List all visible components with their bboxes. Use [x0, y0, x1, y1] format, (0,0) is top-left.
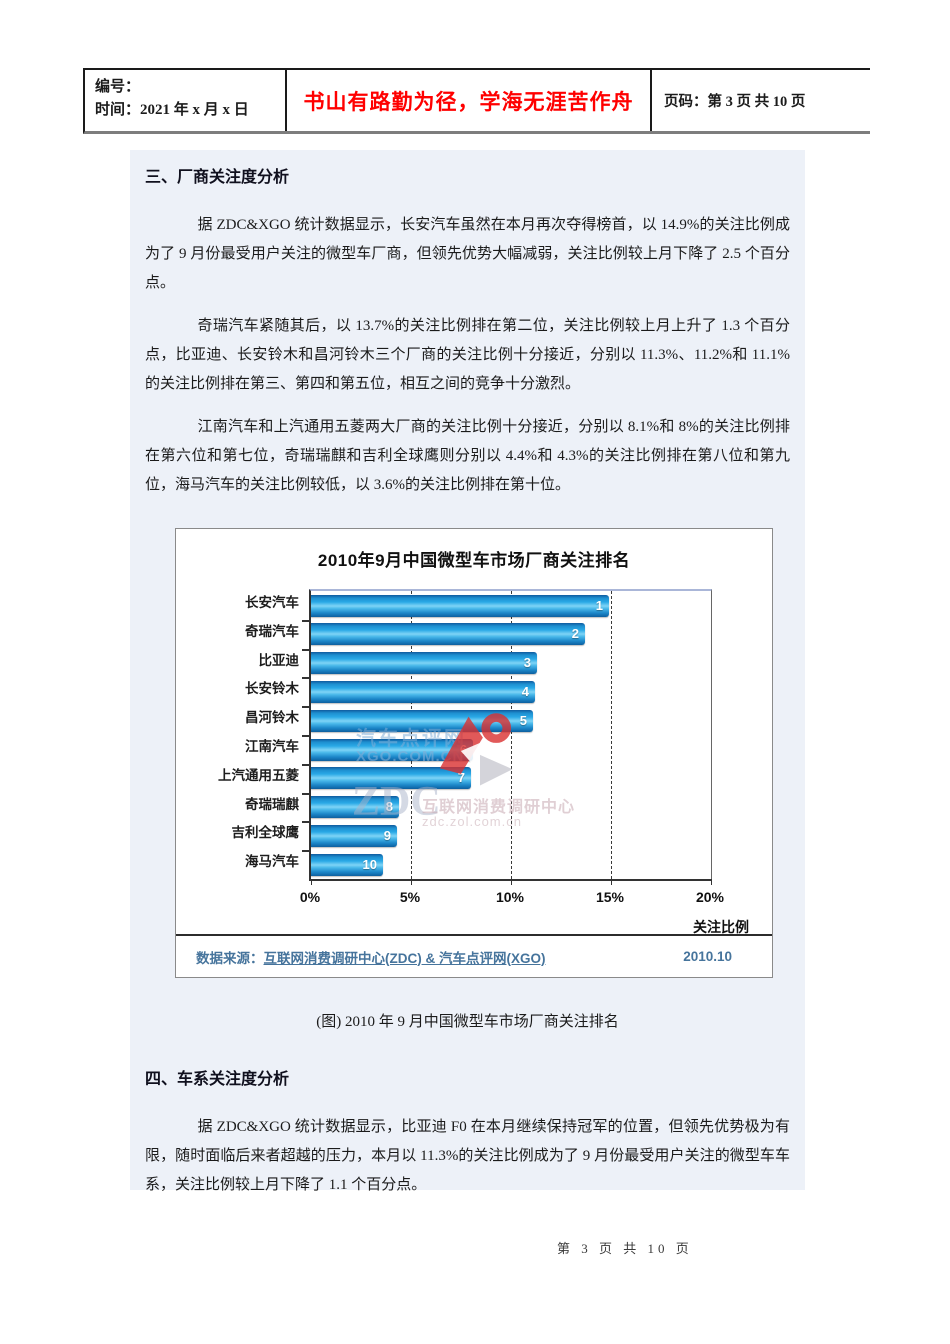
bar-rank-label: 10 [362, 856, 377, 872]
x-tick-label: 10% [495, 889, 525, 905]
header-cell-motto: 书山有路勤为径，学海无涯苦作舟 [287, 70, 652, 131]
category-label: 长安铃木 [245, 681, 299, 697]
doc-number-label: 编号： [95, 79, 141, 95]
x-axis-tick [611, 879, 612, 885]
chart-footer-divider [176, 934, 772, 936]
chart-period: 2010.10 [683, 949, 732, 964]
gridline [611, 591, 612, 879]
y-axis-tick [302, 792, 309, 795]
bar-rank-label: 9 [383, 827, 391, 843]
category-label: 江南汽车 [245, 739, 299, 754]
page-number-label: 页码：第 3 页 共 10 页 [664, 94, 806, 110]
category-label: 上汽通用五菱 [218, 767, 299, 783]
bar: 5 [311, 709, 533, 732]
bar-rank-label: 5 [519, 712, 527, 728]
bar-rank-label: 2 [571, 626, 579, 642]
chart-title: 2010年9月中国微型车市场厂商关注排名 [317, 551, 631, 570]
category-label: 比亚迪 [258, 652, 300, 668]
gridline [511, 591, 512, 879]
content-column: 三、厂商关注度分析 据 ZDC&XGO 统计数据显示，长安汽车虽然在本月再次夺得… [130, 150, 805, 1193]
bar: 2 [311, 623, 585, 646]
category-label: 海马汽车 [245, 854, 299, 870]
bar-rank-label: 4 [521, 683, 529, 699]
y-axis-tick [302, 763, 309, 766]
y-axis-tick [302, 648, 309, 651]
bar-rank-label: 6 [459, 741, 467, 757]
chart-source-link[interactable]: 互联网消费调研中心(ZDC) & 汽车点评网(XGO) [263, 950, 546, 966]
header-table: 编号： 时间：2021 年 x 月 x 日 书山有路勤为径，学海无涯苦作舟 页码… [83, 68, 870, 134]
bar-rank-label: 3 [523, 655, 531, 671]
category-label: 吉利全球鹰 [231, 825, 300, 841]
bar-rank-label: 1 [595, 597, 603, 613]
plot-area: 1 2 3 4 5 6 7 8 9 10 [302, 589, 712, 885]
ranking-bar-chart: 2010年9月中国微型车市场厂商关注排名 长安汽车奇瑞汽车比亚迪长安铃木昌河铃木… [175, 528, 773, 978]
bar: 3 [311, 652, 537, 675]
doc-date-label: 时间：2021 年 x 月 x 日 [95, 102, 249, 118]
category-label: 奇瑞汽车 [245, 623, 299, 639]
y-axis-tick [302, 677, 309, 680]
x-tick-label: 15% [595, 889, 625, 905]
x-tick-label: 5% [399, 889, 421, 905]
y-axis-tick [302, 850, 309, 853]
x-axis-tick [511, 879, 512, 885]
category-label: 昌河铃木 [245, 710, 299, 726]
paragraph-2: 奇瑞汽车紧随其后，以 13.7%的关注比例排在第二位，关注比例较上月上升了 1.… [145, 318, 790, 392]
bar-rank-label: 8 [385, 799, 393, 815]
paragraph-3: 江南汽车和上汽通用五菱两大厂商的关注比例十分接近，分别以 8.1%和 8%的关注… [145, 419, 790, 493]
bar: 7 [311, 767, 471, 790]
x-axis-title: 关注比例 [693, 919, 749, 935]
bar: 6 [311, 738, 473, 761]
paragraph-4: 据 ZDC&XGO 统计数据显示，比亚迪 F0 在本月继续保持冠军的位置，但领先… [145, 1119, 790, 1193]
bar: 4 [311, 680, 535, 703]
section-3-heading: 三、厂商关注度分析 [145, 169, 290, 186]
bar: 9 [311, 824, 397, 847]
bar: 10 [311, 853, 383, 876]
category-label: 长安汽车 [245, 595, 299, 610]
bar: 1 [311, 594, 609, 617]
chart-source: 数据来源：互联网消费调研中心(ZDC) & 汽车点评网(XGO) [196, 947, 545, 967]
paragraph-1: 据 ZDC&XGO 统计数据显示，长安汽车虽然在本月再次夺得榜首，以 14.9%… [145, 217, 790, 291]
y-axis-tick [302, 821, 309, 824]
page-footer: 第 3 页 共 10 页 [557, 1241, 693, 1256]
x-tick-label: 0% [299, 889, 321, 905]
chart-footer: 数据来源：互联网消费调研中心(ZDC) & 汽车点评网(XGO) 2010.10 [176, 936, 772, 977]
x-axis-tick [311, 879, 312, 885]
y-axis-tick [302, 619, 309, 622]
x-axis-tick [411, 879, 412, 885]
motto-text: 书山有路勤为径，学海无涯苦作舟 [303, 90, 634, 114]
gridline [411, 591, 412, 879]
section-4-heading: 四、车系关注度分析 [145, 1071, 290, 1088]
bar: 8 [311, 796, 399, 819]
header-cell-meta: 编号： 时间：2021 年 x 月 x 日 [85, 70, 287, 131]
header-cell-page: 页码：第 3 页 共 10 页 [652, 70, 870, 131]
category-label: 奇瑞瑞麒 [245, 796, 299, 812]
x-tick-label: 20% [695, 889, 725, 905]
y-axis-tick [302, 735, 309, 737]
x-axis-tick [711, 879, 712, 885]
chart-source-prefix: 数据来源： [196, 950, 264, 966]
bar-rank-label: 7 [457, 770, 465, 786]
y-axis-tick [302, 706, 309, 709]
figure-caption: (图) 2010 年 9 月中国微型车市场厂商关注排名 [316, 1014, 619, 1030]
